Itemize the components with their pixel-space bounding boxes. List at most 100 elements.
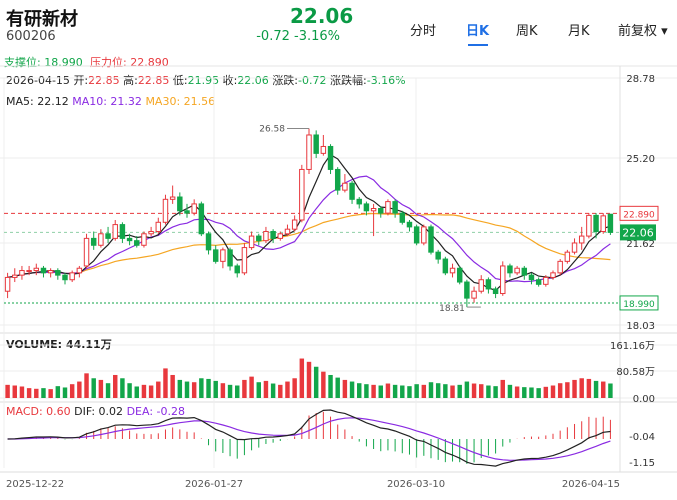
volume-axis-label: 80.58万 — [616, 367, 655, 378]
volume-bar — [199, 378, 204, 398]
volume-bar — [278, 384, 283, 398]
volume-bar — [306, 361, 312, 398]
adjustment-dropdown[interactable]: 前复权 ▾ — [618, 24, 668, 39]
volume-bar — [572, 379, 577, 398]
volume-bar — [507, 384, 513, 398]
tab-intraday[interactable]: 分时 — [410, 24, 437, 39]
volume-bar — [177, 379, 183, 398]
volume-bar — [486, 385, 491, 398]
tab-daily-k[interactable]: 日K — [466, 24, 490, 39]
volume-axis-label: 161.16万 — [610, 341, 655, 352]
volume-bar — [242, 379, 247, 398]
candle-body — [270, 230, 276, 239]
candle-body — [263, 230, 269, 242]
candle-body — [378, 208, 384, 214]
volume-bar — [292, 378, 297, 398]
price-axis-label: 18.03 — [626, 321, 655, 332]
candle-body — [220, 249, 226, 262]
volume-bar — [127, 383, 132, 398]
volume-bar — [77, 381, 82, 398]
dea-line — [7, 417, 611, 461]
candle-body — [83, 237, 90, 267]
volume-bar — [213, 380, 218, 398]
volume-bar — [349, 381, 355, 398]
candle-body — [406, 221, 413, 228]
candle-body — [327, 145, 334, 170]
candle-body — [370, 208, 377, 212]
high-label: 高: — [123, 74, 138, 87]
volume-bar — [220, 383, 226, 398]
candle-body — [586, 214, 592, 237]
volume-bar — [148, 385, 154, 398]
open-label: 开: — [73, 74, 89, 87]
dif-line — [7, 409, 611, 467]
volume-bar — [529, 387, 534, 398]
resistance-tag-bg — [619, 205, 659, 221]
tab-monthly-k[interactable]: 月K — [568, 24, 590, 39]
candle-body — [306, 134, 312, 170]
candle-body — [456, 267, 463, 283]
volume-bar — [299, 358, 305, 398]
dif-value: DIF: 0.02 — [74, 405, 124, 418]
volume-bar — [414, 384, 419, 398]
volume-bar — [601, 381, 606, 398]
volume-bar — [170, 374, 175, 398]
dea-value: DEA: -0.28 — [126, 405, 185, 418]
volume-legend: VOLUME: 44.11万 — [6, 338, 112, 351]
candle-body — [550, 272, 556, 278]
ohlc-info-row: 2026-04-15 开:22.85 高:22.85 低:21.95 收:22.… — [6, 72, 406, 88]
volume-bar — [134, 386, 139, 398]
candle-body — [248, 235, 255, 249]
low-label: 低: — [172, 74, 188, 87]
volume-bar — [206, 378, 211, 398]
price-axis-label: 28.78 — [626, 74, 655, 85]
candle-body — [564, 251, 571, 262]
volume-bar — [141, 384, 147, 398]
volume-bar — [608, 383, 613, 398]
candle-body — [342, 182, 348, 191]
volume-bar — [435, 383, 441, 398]
candle-body — [198, 203, 205, 235]
candle-body — [571, 242, 578, 253]
candle-body — [227, 249, 233, 267]
volume-bar — [443, 384, 448, 398]
candle-body — [399, 212, 406, 223]
candle-body — [485, 279, 492, 290]
volume-bar — [450, 385, 455, 398]
volume-bar — [163, 368, 168, 398]
volume-bar — [249, 376, 254, 398]
ma30-legend: MA30: 21.56 — [145, 95, 216, 108]
candle-body — [471, 290, 477, 299]
candle-body — [212, 249, 219, 262]
volume-bar — [392, 384, 398, 398]
candle-body — [148, 230, 154, 235]
volume-bar — [91, 378, 96, 398]
support-tag: 18.990 — [623, 300, 655, 310]
candle-body — [155, 221, 162, 232]
macd-axis-label: -1.15 — [629, 458, 655, 469]
volume-bar — [522, 387, 527, 398]
candle-body — [385, 201, 391, 214]
change-label: 涨跌: — [272, 74, 299, 87]
candle-body — [349, 182, 355, 200]
candle-body — [500, 265, 506, 295]
close-value: 22.06 — [237, 74, 269, 87]
candle-body — [428, 226, 434, 253]
volume-bar — [514, 386, 520, 398]
volume-axis-label: 0.00 — [633, 394, 655, 405]
support-tag-bg — [619, 295, 659, 311]
volume-bar — [235, 385, 240, 398]
ma30-line — [7, 212, 611, 278]
candle-body — [593, 214, 599, 232]
tab-weekly-k[interactable]: 周K — [516, 24, 538, 39]
candle-body — [442, 258, 449, 274]
volume-bar — [557, 383, 563, 398]
ma-legend: MA5: 22.12 MA10: 21.32 MA30: 21.56 — [6, 95, 215, 108]
volume-bar — [342, 379, 348, 398]
candle-body — [26, 270, 32, 273]
candle-body — [12, 274, 18, 278]
candle-body — [98, 233, 104, 246]
volume-bar — [364, 384, 369, 398]
candle-body — [134, 240, 140, 246]
volume-bar — [263, 380, 269, 398]
